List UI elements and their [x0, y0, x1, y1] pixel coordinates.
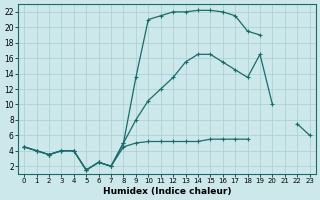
X-axis label: Humidex (Indice chaleur): Humidex (Indice chaleur)	[103, 187, 231, 196]
